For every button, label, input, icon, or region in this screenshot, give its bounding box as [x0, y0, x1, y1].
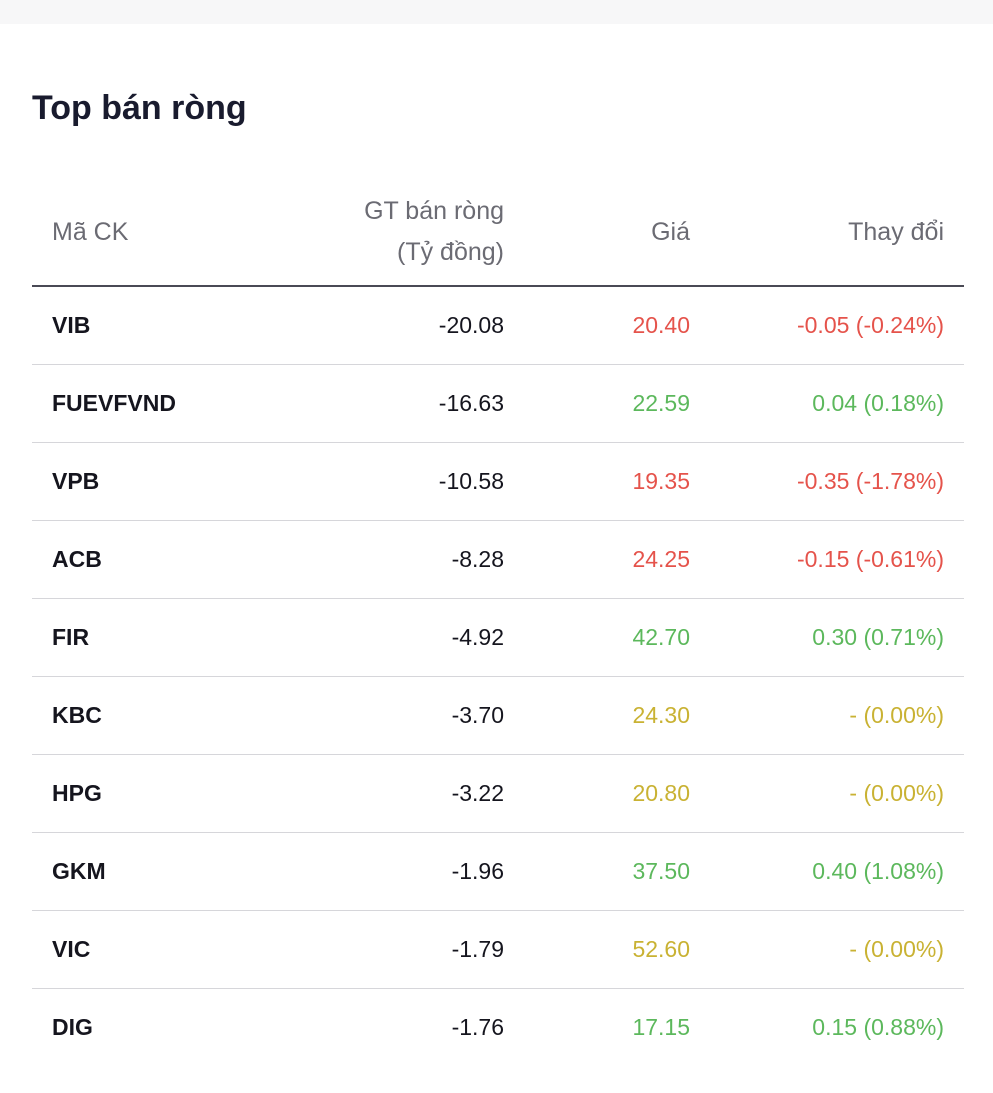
table-header-row: Mã CK GT bán ròng (Tỷ đồng) Giá Thay đổi	[32, 179, 964, 287]
table-row[interactable]: ACB -8.28 24.25 -0.15 (-0.61%)	[32, 520, 964, 599]
panel-title: Top bán ròng	[32, 89, 247, 127]
cell-net-value: -20.08	[214, 286, 524, 365]
cell-net-value: -16.63	[214, 364, 524, 443]
cell-symbol: GKM	[32, 832, 214, 911]
cell-symbol: FIR	[32, 598, 214, 677]
cell-change: -0.35 (-1.78%)	[710, 442, 964, 521]
table-row[interactable]: GKM -1.96 37.50 0.40 (1.08%)	[32, 832, 964, 911]
net-sell-table: Mã CK GT bán ròng (Tỷ đồng) Giá Thay đổi…	[32, 179, 964, 1066]
cell-net-value: -4.92	[214, 598, 524, 677]
cell-net-value: -3.22	[214, 754, 524, 833]
table-row[interactable]: VPB -10.58 19.35 -0.35 (-1.78%)	[32, 442, 964, 521]
cell-symbol: VPB	[32, 442, 214, 521]
table-row[interactable]: FIR -4.92 42.70 0.30 (0.71%)	[32, 598, 964, 677]
cell-price: 22.59	[524, 364, 710, 443]
table-row[interactable]: FUEVFVND -16.63 22.59 0.04 (0.18%)	[32, 364, 964, 443]
cell-price: 24.30	[524, 676, 710, 755]
table-row[interactable]: KBC -3.70 24.30- (0.00%)	[32, 676, 964, 755]
column-header-symbol: Mã CK	[32, 179, 214, 287]
cell-price: 24.25	[524, 520, 710, 599]
column-header-net-value: GT bán ròng (Tỷ đồng)	[214, 179, 524, 287]
table-row[interactable]: DIG -1.76 17.15 0.15 (0.88%)	[32, 989, 964, 1067]
table-row[interactable]: VIB -20.08 20.40 -0.05 (-0.24%)	[32, 286, 964, 365]
column-header-net-value-line2: (Tỷ đồng)	[397, 238, 504, 266]
cell-price: 52.60	[524, 910, 710, 989]
table-row[interactable]: VIC -1.79 52.60- (0.00%)	[32, 910, 964, 989]
cell-symbol: VIB	[32, 286, 214, 365]
cell-net-value: -1.79	[214, 910, 524, 989]
cell-net-value: -3.70	[214, 676, 524, 755]
cell-price: 19.35	[524, 442, 710, 521]
cell-price: 20.80	[524, 754, 710, 833]
cell-symbol: VIC	[32, 910, 214, 989]
top-strip	[0, 0, 993, 24]
cell-price: 37.50	[524, 832, 710, 911]
cell-change: - (0.00%)	[710, 754, 964, 833]
cell-net-value: -1.76	[451, 1014, 504, 1040]
cell-price: 42.70	[524, 598, 710, 677]
column-header-price: Giá	[524, 179, 710, 287]
table-row[interactable]: HPG -3.22 20.80- (0.00%)	[32, 754, 964, 833]
cell-change: -0.05 (-0.24%)	[710, 286, 964, 365]
cell-net-value: -10.58	[214, 442, 524, 521]
cell-symbol: HPG	[32, 754, 214, 833]
cell-change: - (0.00%)	[710, 676, 964, 755]
cell-change: 0.04 (0.18%)	[710, 364, 964, 443]
cell-change: 0.15 (0.88%)	[812, 1014, 944, 1040]
cell-change: 0.30 (0.71%)	[710, 598, 964, 677]
column-header-change: Thay đổi	[710, 179, 964, 287]
cell-net-value: -1.96	[214, 832, 524, 911]
cell-price: 17.15	[632, 1014, 690, 1040]
cell-symbol: DIG	[52, 1014, 93, 1040]
cell-net-value: -8.28	[214, 520, 524, 599]
cell-symbol: ACB	[32, 520, 214, 599]
column-header-net-value-line1: GT bán ròng	[364, 197, 504, 225]
cell-symbol: KBC	[32, 676, 214, 755]
cell-price: 20.40	[524, 286, 710, 365]
cell-change: 0.40 (1.08%)	[710, 832, 964, 911]
cell-symbol: FUEVFVND	[32, 364, 214, 443]
cell-change: - (0.00%)	[710, 910, 964, 989]
cell-change: -0.15 (-0.61%)	[710, 520, 964, 599]
